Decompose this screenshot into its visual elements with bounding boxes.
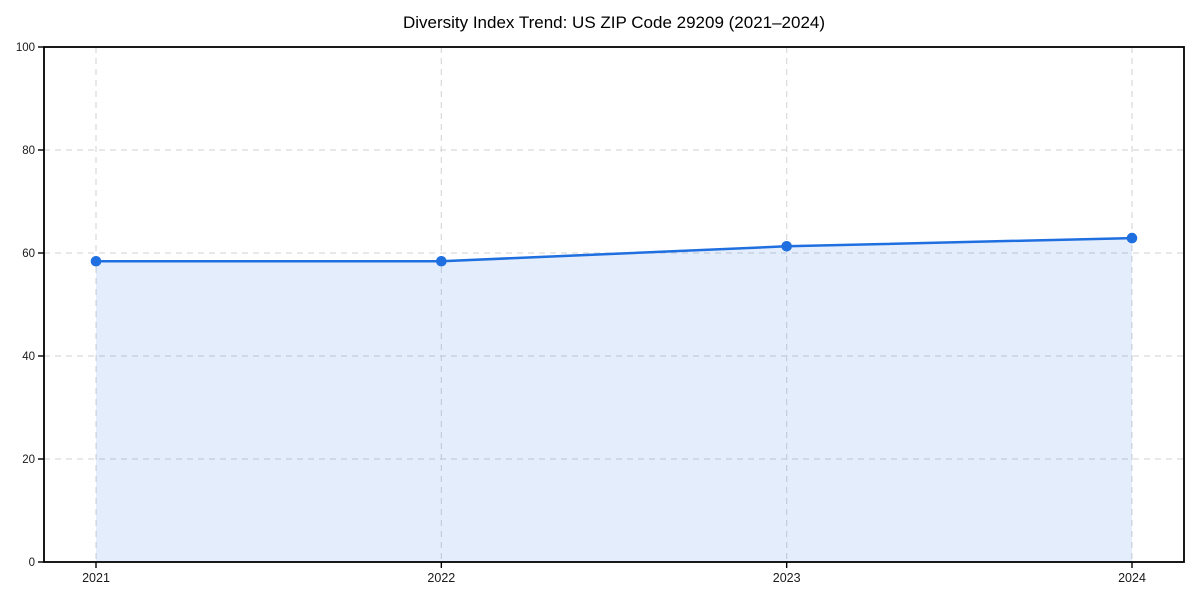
x-axis-tick-label: 2021 [82,571,110,585]
y-axis-tick-label: 20 [22,454,35,466]
x-axis-tick-label: 2023 [773,571,801,585]
y-axis-tick-label: 100 [16,42,35,54]
area-fill [96,238,1132,562]
data-point-marker [1126,232,1138,244]
series-layer [90,232,1138,562]
y-axis-tick-label: 0 [29,557,35,569]
y-axis-tick-label: 80 [22,145,35,157]
y-axis-tick-label: 60 [22,248,35,260]
data-point-marker [436,255,447,267]
x-axis-tick-label: 2024 [1118,571,1146,585]
grid-layer [44,47,1184,562]
axes-layer: 0 20 40 60 80 100 2021 2022 2023 2024 [16,42,1185,585]
plot-border [43,46,1185,563]
chart-title: Diversity Index Trend: US ZIP Code 29209… [403,13,825,32]
trend-line [94,236,1134,263]
data-point-marker [90,255,102,267]
data-point-marker [781,241,792,252]
x-axis-tick-label: 2022 [427,571,455,585]
y-axis-tick-label: 40 [22,351,35,363]
